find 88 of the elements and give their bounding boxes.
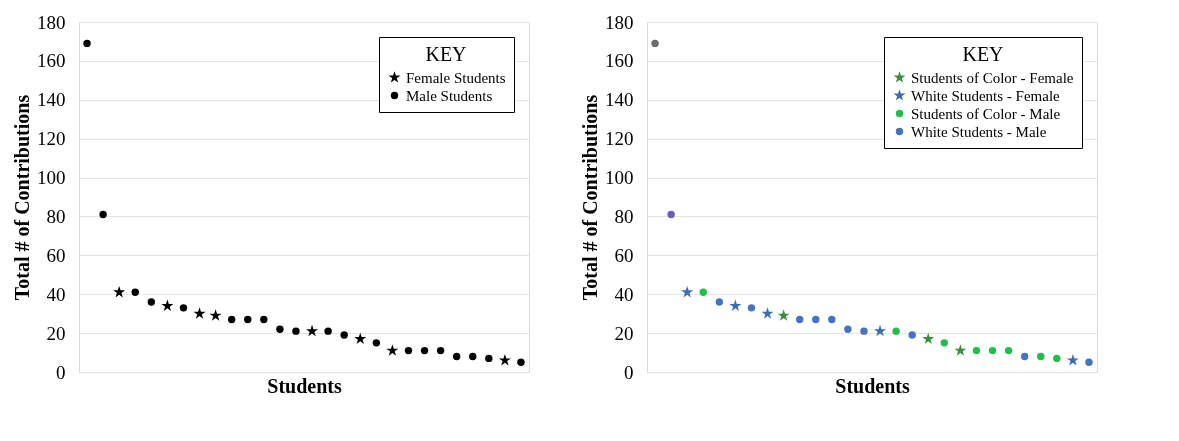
point — [892, 327, 900, 335]
point — [1066, 354, 1079, 366]
point — [922, 332, 935, 345]
point — [795, 315, 804, 324]
y-tick-label: 120 — [605, 128, 634, 150]
legend-title: KEY — [425, 43, 467, 65]
point — [828, 315, 836, 324]
y-tick-label: 100 — [37, 167, 66, 189]
point — [761, 307, 774, 319]
point — [276, 325, 284, 333]
point — [386, 344, 399, 356]
legend-label: White Students - Male — [911, 123, 1047, 140]
legend-title: KEY — [962, 43, 1004, 65]
y-axis-title: Total # of Contributions — [11, 94, 33, 301]
point — [83, 39, 91, 48]
y-tick-label: 140 — [37, 89, 66, 111]
point — [113, 285, 126, 298]
point — [988, 346, 997, 355]
y-tick-label: 140 — [605, 89, 634, 111]
y-tick-label: 180 — [605, 11, 634, 33]
point — [161, 299, 174, 311]
y-tick-label: 0 — [624, 361, 634, 383]
y-tick-label: 60 — [614, 244, 634, 266]
point — [354, 332, 367, 345]
x-axis-title: Students — [835, 374, 910, 397]
point — [193, 307, 206, 319]
legend-label: Male Students — [406, 87, 493, 104]
y-tick-label: 0 — [56, 361, 66, 383]
y-tick-label: 40 — [46, 283, 66, 305]
legend-label: Female Students — [406, 69, 506, 86]
point — [498, 354, 511, 366]
point — [147, 298, 156, 306]
point — [681, 285, 694, 298]
y-tick-label: 40 — [614, 283, 634, 305]
point — [485, 354, 493, 363]
point — [715, 298, 724, 306]
point — [699, 288, 707, 296]
point — [436, 346, 445, 355]
y-axis-title: Total # of Contributions — [579, 94, 601, 301]
y-tick-label: 20 — [46, 322, 66, 344]
point — [292, 327, 300, 335]
y-tick-label: 80 — [46, 205, 66, 227]
point — [244, 315, 252, 324]
y-tick-label: 160 — [37, 50, 66, 72]
point — [844, 325, 852, 333]
point — [1053, 354, 1061, 363]
point — [747, 304, 756, 312]
point — [340, 331, 348, 339]
point — [306, 324, 319, 337]
point — [874, 324, 887, 337]
point — [227, 315, 236, 324]
y-tick-label: 180 — [37, 11, 66, 33]
point — [209, 309, 222, 321]
point — [179, 304, 188, 312]
y-tick-label: 60 — [46, 244, 66, 266]
y-tick-label: 100 — [605, 167, 634, 189]
point — [954, 344, 967, 356]
point — [324, 327, 332, 335]
y-tick-label: 160 — [605, 50, 634, 72]
point — [404, 346, 413, 355]
point — [812, 315, 820, 324]
point — [940, 339, 949, 347]
point — [908, 331, 916, 339]
point — [777, 309, 790, 321]
point — [860, 327, 868, 335]
point — [517, 358, 525, 366]
point — [1004, 346, 1013, 355]
point — [667, 210, 675, 219]
point — [1085, 358, 1093, 366]
legend-label: Students of Color - Female — [911, 69, 1074, 86]
point — [99, 210, 107, 219]
point — [131, 288, 139, 296]
x-axis-title: Students — [267, 374, 342, 397]
point — [469, 352, 477, 361]
point — [372, 339, 381, 347]
y-tick-label: 20 — [614, 322, 634, 344]
point — [651, 39, 659, 48]
legend-label: Students of Color - Male — [911, 105, 1061, 122]
point — [260, 315, 268, 324]
y-tick-label: 120 — [37, 128, 66, 150]
point — [452, 352, 461, 361]
point — [1037, 352, 1045, 361]
point — [1020, 352, 1029, 361]
point — [420, 346, 429, 355]
y-tick-label: 80 — [614, 205, 634, 227]
point — [729, 299, 742, 311]
point — [972, 346, 981, 355]
legend-label: White Students - Female — [911, 87, 1061, 104]
